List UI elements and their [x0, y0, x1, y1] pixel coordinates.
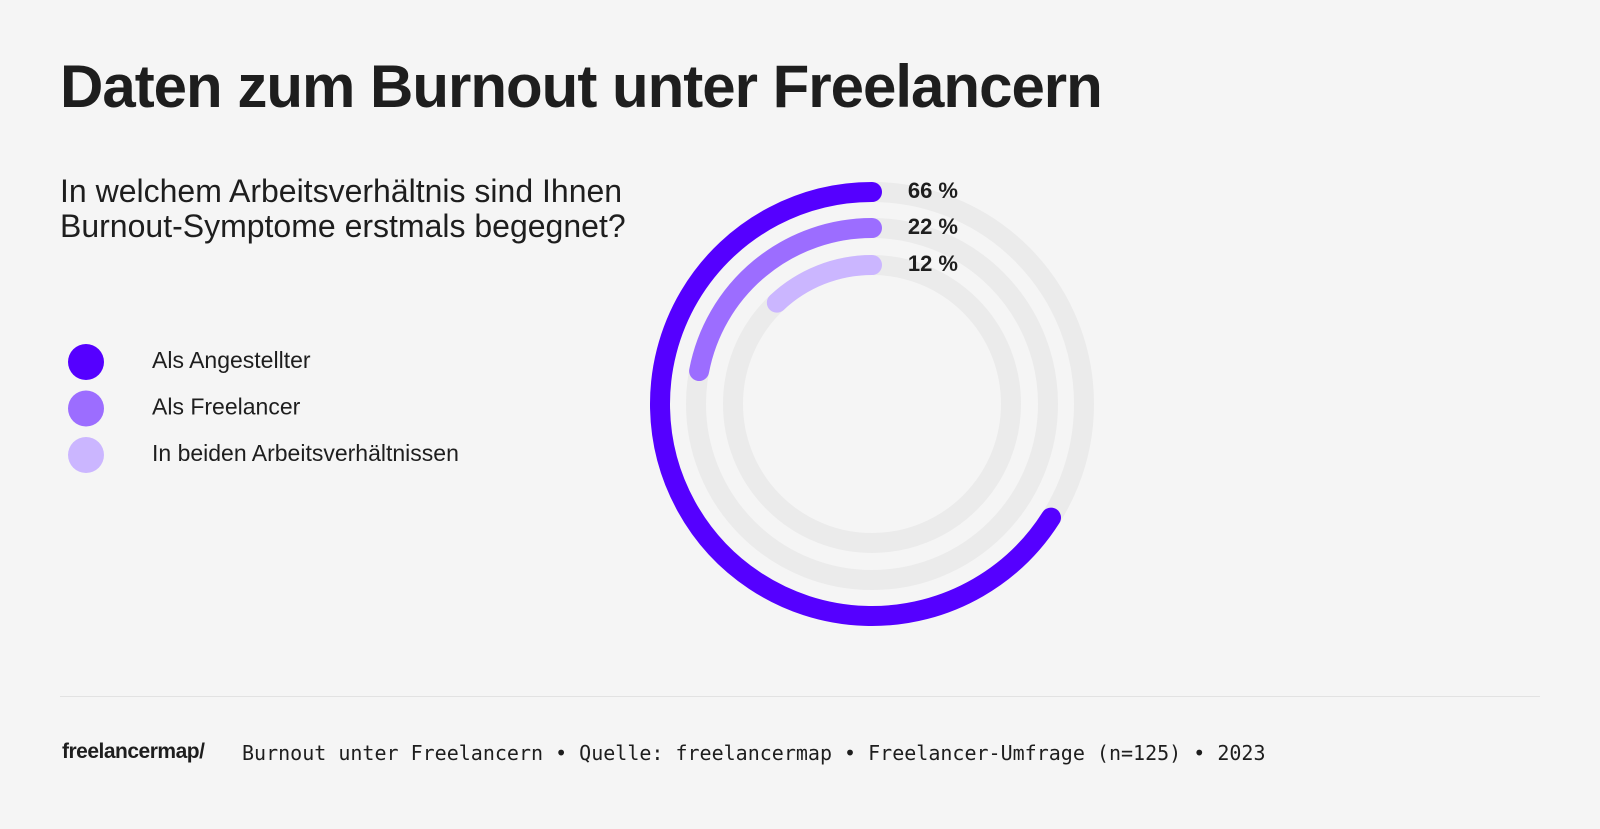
legend-label: In beiden Arbeitsverhältnissen: [152, 440, 459, 466]
legend-marker: [68, 437, 104, 473]
value-label: 22 %: [908, 214, 958, 239]
value-label: 12 %: [908, 251, 958, 276]
legend-marker: [68, 344, 104, 380]
legend-marker: [68, 390, 104, 427]
radial-bar: [766, 255, 882, 313]
chart: 66 % 22 % 12 % Als Angestellter Als Freelanc…: [68, 177, 1061, 626]
legend-label: Als Angestellter: [152, 347, 311, 373]
radial-bar: [689, 218, 882, 382]
brand-logo: freelancermap/: [62, 740, 205, 763]
source-note: Burnout unter Freelancern • Quelle: free…: [242, 741, 1266, 765]
chart-title: Daten zum Burnout unter Freelancern: [60, 53, 1103, 120]
chart-subtitle: In welchem Arbeitsverhältnis sind Ihnen …: [60, 173, 626, 244]
radial-bar: [650, 182, 1061, 626]
legend-label: Als Freelancer: [152, 394, 301, 420]
divider: [60, 696, 1540, 697]
value-label: 66 %: [908, 178, 958, 203]
